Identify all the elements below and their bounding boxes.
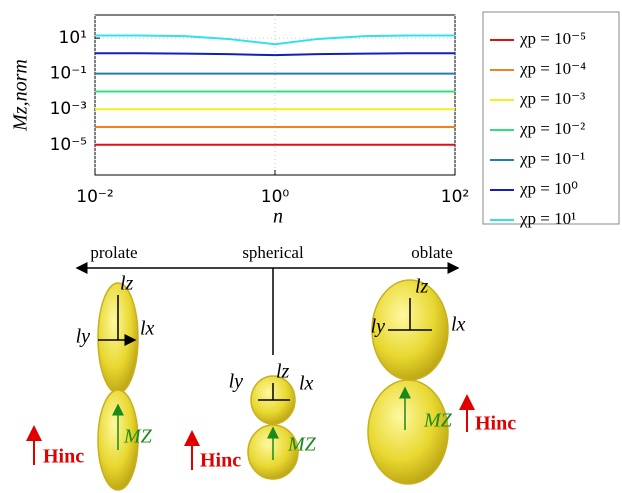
label: ly — [229, 371, 244, 393]
series-line — [95, 34, 455, 46]
x-tick-label: 10⁻² — [76, 187, 113, 207]
x-tick-label: 10² — [441, 187, 469, 207]
label: Hinc — [43, 446, 84, 468]
y-tick-label: 10⁻³ — [50, 99, 87, 119]
y-label: Mz,norm — [10, 59, 32, 132]
label: lz — [276, 361, 290, 383]
legend — [482, 11, 620, 225]
y-tick-label: 10⁻⁵ — [50, 135, 87, 155]
series-line — [95, 52, 455, 57]
legend-label: χp = 10⁻⁵ — [519, 29, 586, 48]
y-tick-label: 10¹ — [59, 28, 87, 48]
diagram: prolate spherical oblate — [26, 243, 475, 491]
label: ly — [371, 316, 386, 338]
label: Hinc — [475, 413, 516, 435]
label: MZ — [287, 434, 317, 456]
label: lz — [120, 273, 134, 295]
label: oblate — [411, 243, 453, 262]
legend-label: χp = 10⁻² — [519, 119, 585, 138]
x-label: n — [273, 206, 283, 228]
legend-label: χp = 10⁻³ — [519, 89, 585, 108]
label: Hinc — [200, 450, 241, 472]
label: ly — [76, 326, 91, 348]
label: prolate — [90, 243, 137, 262]
label: lx — [140, 318, 155, 340]
y-tick-label: 10⁻¹ — [50, 64, 87, 84]
label: spherical — [242, 243, 304, 262]
label: lz — [415, 276, 429, 298]
label: lx — [299, 373, 314, 395]
label: MZ — [423, 410, 453, 432]
legend-label: χp = 10⁰ — [519, 179, 578, 198]
legend-label: χp = 10⁻¹ — [519, 149, 585, 168]
legend-label: χp = 10¹ — [519, 209, 576, 228]
label: MZ — [123, 426, 153, 448]
x-tick-label: 10⁰ — [261, 187, 290, 207]
legend-label: χp = 10⁻⁴ — [519, 59, 586, 78]
label: lx — [451, 314, 466, 336]
